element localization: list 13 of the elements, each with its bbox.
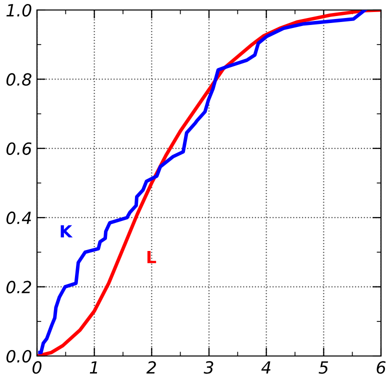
x-tick-label: 2 — [146, 361, 156, 374]
x-tick-label: 4 — [261, 361, 270, 374]
x-tick-label: 5 — [318, 361, 328, 374]
y-tick-label: 1.0 — [6, 4, 32, 17]
y-tick-label: 0.0 — [6, 350, 32, 363]
y-tick-label: 0.8 — [6, 73, 32, 86]
y-tick-label: 0.2 — [6, 280, 32, 294]
x-tick-label: 0 — [32, 361, 42, 374]
x-tick-label: 1 — [90, 361, 98, 374]
x-tick-label: 6 — [376, 361, 386, 374]
y-tick-label: 0.6 — [6, 142, 32, 155]
y-tick-label: 0.4 — [6, 212, 31, 224]
x-tick-label: 3 — [204, 361, 214, 374]
